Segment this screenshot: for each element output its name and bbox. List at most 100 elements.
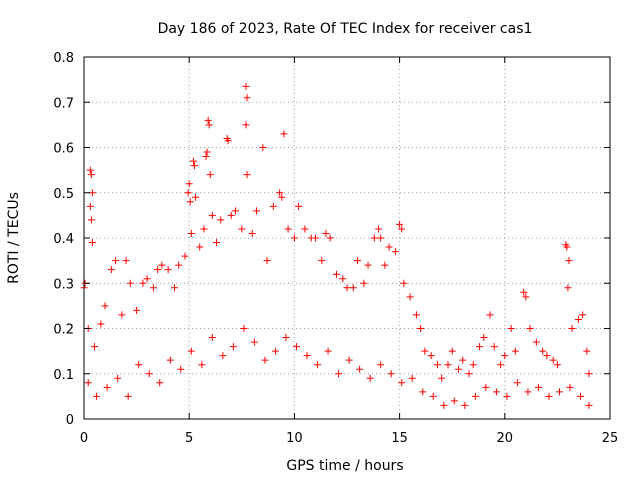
data-point-marker (114, 374, 122, 382)
data-point-marker (375, 225, 383, 233)
data-point-marker (433, 361, 441, 369)
data-point-marker (520, 288, 528, 296)
data-point-marker (396, 220, 404, 228)
data-point-marker (200, 225, 208, 233)
data-point-marker (253, 207, 261, 215)
data-point-marker (170, 284, 178, 292)
data-point-marker (84, 379, 92, 387)
y-tick-label: 0.6 (53, 142, 74, 157)
data-point-marker (154, 266, 162, 274)
data-point-marker (259, 144, 267, 151)
data-point-marker (243, 94, 251, 102)
data-point-marker (585, 370, 593, 378)
data-point-marker (263, 257, 271, 265)
data-point-marker (250, 338, 258, 346)
data-point-marker (248, 229, 256, 237)
data-point-marker (177, 365, 185, 373)
data-point-marker (391, 248, 399, 256)
data-point-marker (345, 356, 353, 364)
data-point-marker (295, 202, 303, 210)
data-point-marker (400, 279, 408, 287)
data-point-marker (522, 293, 530, 301)
data-point-marker (549, 356, 557, 364)
y-tick-label: 0.1 (53, 368, 74, 383)
data-point-marker (87, 171, 95, 179)
data-point-marker (118, 311, 126, 319)
data-point-marker (370, 234, 378, 242)
data-point-marker (377, 234, 385, 242)
axis-ticks: 0 5 10 15 20 25 0 0.1 0.2 0.3 0.4 0.5 0.6 0.7 0.8 (53, 51, 618, 446)
data-point-marker (196, 243, 204, 251)
data-point-marker (269, 202, 277, 210)
data-point-marker (86, 202, 94, 210)
data-point-marker (276, 189, 284, 197)
data-point-marker (187, 347, 195, 355)
data-point-marker (224, 137, 232, 145)
data-point-marker (242, 121, 250, 129)
data-point-marker (93, 392, 101, 400)
y-tick-label: 0.2 (53, 323, 74, 338)
data-point-marker (354, 257, 362, 265)
data-point-marker (568, 325, 576, 332)
data-point-marker (492, 388, 500, 396)
data-point-marker (139, 279, 147, 287)
data-point-marker (497, 361, 505, 369)
data-point-marker (282, 334, 290, 342)
data-point-marker (427, 352, 435, 360)
data-point-marker (438, 374, 446, 382)
data-point-marker (356, 365, 364, 373)
data-point-marker (101, 302, 109, 310)
data-point-marker (360, 279, 368, 287)
data-point-marker (314, 361, 322, 369)
data-point-marker (290, 234, 298, 242)
data-points (80, 82, 593, 409)
data-point-marker (158, 261, 166, 269)
data-point-marker (303, 352, 311, 360)
data-point-marker (122, 257, 130, 265)
x-tick-label: 5 (185, 431, 193, 446)
data-point-marker (293, 343, 301, 351)
y-tick-label: 0 (66, 413, 74, 428)
data-point-marker (387, 370, 395, 378)
data-point-marker (202, 153, 210, 161)
data-point-marker (469, 361, 477, 369)
x-tick-label: 20 (497, 431, 514, 446)
data-point-marker (192, 193, 200, 201)
data-point-marker (261, 356, 269, 364)
data-point-marker (175, 261, 183, 269)
data-point-marker (229, 343, 237, 351)
data-point-marker (126, 279, 134, 287)
data-point-marker (87, 216, 95, 224)
data-point-marker (278, 193, 286, 201)
data-point-marker (429, 392, 437, 400)
data-point-marker (156, 379, 164, 387)
data-point-marker (574, 315, 582, 323)
data-point-marker (301, 225, 309, 233)
data-point-marker (186, 198, 194, 206)
data-point-marker (565, 257, 573, 265)
data-point-marker (419, 388, 427, 396)
data-point-marker (227, 211, 235, 219)
x-tick-label: 25 (602, 431, 619, 446)
y-tick-label: 0.4 (53, 232, 74, 247)
data-point-marker (208, 334, 216, 342)
data-point-marker (381, 261, 389, 269)
data-point-marker (412, 311, 420, 319)
data-point-marker (440, 401, 448, 409)
data-point-marker (219, 352, 227, 360)
data-point-marker (189, 157, 197, 165)
data-point-marker (91, 343, 99, 351)
data-point-marker (566, 383, 574, 391)
data-point-marker (335, 370, 343, 378)
data-point-marker (164, 266, 172, 274)
data-point-marker (532, 338, 540, 346)
data-point-marker (185, 180, 193, 188)
data-point-marker (461, 401, 469, 409)
data-point-marker (421, 347, 429, 355)
data-point-marker (545, 392, 553, 400)
data-point-marker (97, 320, 105, 328)
data-point-marker (190, 162, 198, 170)
data-point-marker (524, 388, 532, 396)
data-point-marker (322, 229, 330, 237)
